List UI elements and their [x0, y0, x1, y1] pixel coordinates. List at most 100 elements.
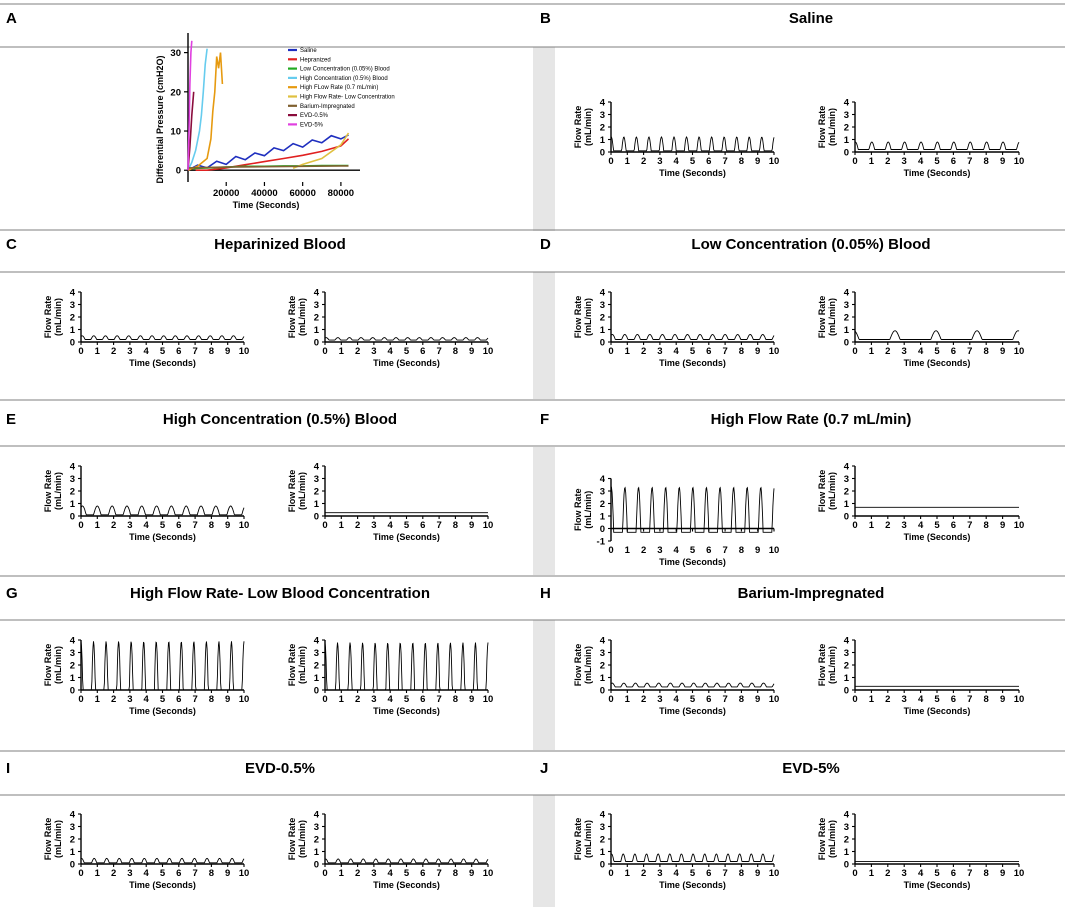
y-axis-label-line2: (mL/min)	[297, 646, 307, 684]
x-tick-label: 3	[902, 868, 907, 879]
y-tick-label: 1	[844, 847, 850, 858]
y-axis-label-line1: Flow Rate	[287, 296, 297, 339]
y-tick-label: 1	[70, 847, 76, 858]
x-tick-label: 7	[192, 694, 197, 705]
y-axis-label-line2: (mL/min)	[827, 646, 837, 684]
y-tick-label: 0	[844, 686, 849, 697]
x-axis-label: Time (Seconds)	[659, 557, 726, 567]
y-tick-label: 3	[600, 648, 605, 659]
x-tick-label: 4	[918, 868, 924, 879]
y-axis-label-line2: (mL/min)	[827, 472, 837, 510]
x-tick-label: 2	[111, 694, 116, 705]
x-tick-label: 2	[885, 694, 890, 705]
x-tick-label: 9	[469, 694, 474, 705]
x-tick-label: 4	[918, 346, 924, 357]
x-tick-label: 5	[690, 346, 696, 357]
x-tick-label: 2	[111, 868, 116, 879]
x-tick-label: 3	[657, 156, 662, 167]
y-tick-label: 3	[844, 648, 849, 659]
y-tick-label: 0	[600, 524, 605, 535]
y-tick-label: 4	[314, 288, 320, 299]
y-axis-label-line1: Flow Rate	[287, 818, 297, 861]
x-tick-label: 4	[388, 520, 394, 531]
x-tick-label: 6	[176, 694, 181, 705]
x-tick-label: 5	[160, 694, 166, 705]
x-tick-label: 8	[453, 694, 458, 705]
x-tick-label: 5	[404, 520, 410, 531]
x-tick-label: 7	[192, 520, 197, 531]
flow-trace	[80, 641, 245, 691]
x-axis-label: Time (Seconds)	[659, 358, 726, 368]
x-tick-label: 4	[674, 545, 680, 556]
series-line	[187, 40, 193, 171]
y-tick-label: 1	[844, 673, 850, 684]
x-tick-label: 0	[608, 545, 613, 556]
y-tick-label: 20	[170, 87, 181, 98]
y-axis-label-line1: Flow Rate	[287, 470, 297, 513]
y-axis-label-line1: Flow Rate	[573, 818, 583, 861]
y-axis-label: Flow Rate(mL/min)	[573, 644, 593, 687]
y-axis-label-line2: (mL/min)	[827, 820, 837, 858]
y-tick-label: 0	[70, 686, 75, 697]
x-tick-label: 2	[641, 346, 646, 357]
panel-title-g: High Flow Rate- Low Blood Concentration	[130, 585, 430, 602]
y-tick-label: 2	[844, 313, 849, 324]
y-axis-label-line1: Flow Rate	[43, 644, 53, 687]
y-axis-label: Flow Rate(mL/min)	[817, 106, 837, 149]
x-tick-label: 0	[608, 868, 613, 879]
x-tick-label: 0	[608, 156, 613, 167]
y-axis-label: Flow Rate(mL/min)	[817, 296, 837, 339]
y-tick-label: 1	[314, 673, 320, 684]
x-tick-label: 3	[371, 520, 376, 531]
series-line	[187, 165, 349, 169]
y-tick-label: 4	[844, 810, 850, 821]
x-tick-label: 0	[78, 868, 83, 879]
x-tick-label: 10	[1014, 694, 1025, 705]
x-tick-label: 0	[78, 346, 83, 357]
x-tick-label: 7	[967, 694, 972, 705]
panel-letter-f: F	[540, 411, 549, 428]
y-axis-label-line2: (mL/min)	[297, 820, 307, 858]
x-tick-label: 0	[322, 694, 327, 705]
flow-trace	[324, 337, 489, 341]
x-tick-label: 1	[869, 520, 875, 531]
y-tick-label: 3	[70, 474, 75, 485]
x-axis-label: Time (Seconds)	[659, 706, 726, 716]
y-tick-label: 4	[600, 636, 606, 647]
x-axis-label: Time (Seconds)	[659, 880, 726, 890]
x-tick-label: 8	[209, 520, 214, 531]
x-tick-label: 8	[453, 520, 458, 531]
y-axis-label-line2: (mL/min)	[583, 646, 593, 684]
x-tick-label: 1	[625, 694, 631, 705]
y-tick-label: 1	[70, 673, 76, 684]
y-tick-label: 0	[314, 686, 319, 697]
x-tick-label: 7	[436, 694, 441, 705]
y-tick-label: 3	[70, 822, 75, 833]
x-tick-label: 10	[769, 868, 780, 879]
flow-trace	[854, 330, 1020, 340]
x-tick-label: 8	[984, 694, 989, 705]
y-tick-label: 4	[70, 288, 76, 299]
x-tick-label: 8	[453, 346, 458, 357]
x-tick-label: 7	[436, 520, 441, 531]
x-tick-label: 6	[176, 346, 181, 357]
y-axis-label: Flow Rate(mL/min)	[817, 818, 837, 861]
x-tick-label: 9	[469, 520, 474, 531]
x-tick-label: 7	[967, 520, 972, 531]
y-tick-label: 1	[70, 499, 76, 510]
x-tick-label: 8	[209, 694, 214, 705]
x-tick-label: 7	[967, 346, 972, 357]
x-tick-label: 3	[657, 346, 662, 357]
y-tick-label: 4	[844, 636, 850, 647]
x-tick-label: 4	[674, 868, 680, 879]
x-tick-label: 8	[739, 346, 744, 357]
panel-title-c: Heparinized Blood	[214, 236, 346, 253]
panel-letter-i: I	[6, 760, 10, 777]
x-tick-label: 8	[739, 868, 744, 879]
y-axis-label: Flow Rate(mL/min)	[573, 488, 593, 531]
x-tick-label: 8	[739, 156, 744, 167]
